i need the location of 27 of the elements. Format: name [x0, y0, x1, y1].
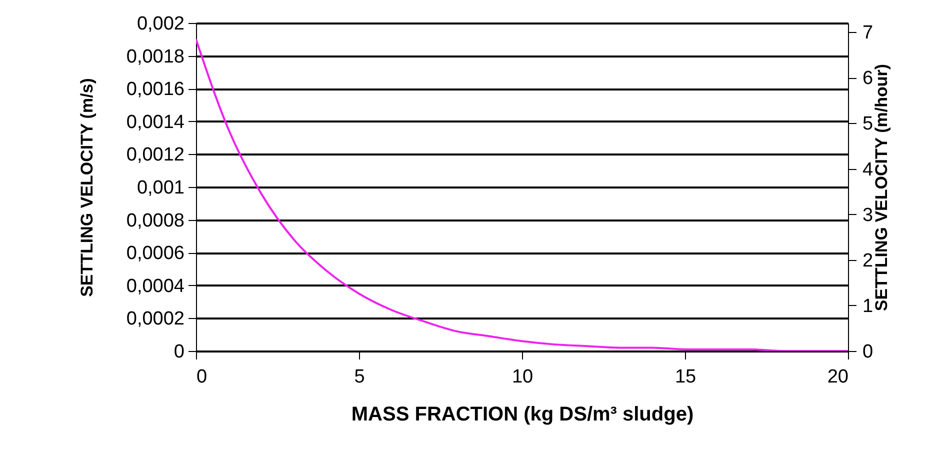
y-tick-label: 0,0016 — [126, 79, 184, 100]
y-tick-label: 0 — [174, 342, 184, 362]
y2-tick-label: 6 — [862, 68, 874, 90]
y2-tick-label: 7 — [862, 22, 874, 44]
y-tick-label: 0,0004 — [126, 276, 185, 297]
x-tick-label: 20 — [827, 366, 848, 388]
y-tick-label: 0,0018 — [126, 46, 184, 68]
y-tick-label: 0,0014 — [126, 112, 185, 133]
y-tick-label: 0,0008 — [126, 210, 184, 232]
y-tick-label: 0,001 — [136, 178, 184, 198]
y-tick-label: 0,0006 — [126, 243, 184, 264]
y2-tick-label: 4 — [862, 159, 874, 180]
y-tick-label: 0,0012 — [126, 144, 184, 166]
y2-tick-label: 5 — [862, 114, 874, 135]
x-tick-label: 5 — [354, 366, 365, 388]
y2-tick-label: 1 — [862, 296, 874, 317]
x-axis-title: MASS FRACTION (kg DS/m³ sludge) — [351, 404, 694, 426]
x-tick-label: 0 — [196, 366, 208, 388]
y2-tick-label: 2 — [862, 250, 874, 272]
y-tick-label: 0,002 — [136, 14, 184, 34]
y-tick-label: 0,0002 — [126, 308, 184, 330]
y2-tick-label: 3 — [862, 204, 874, 226]
y2-axis-title: SETTLING VELOCITY (m/hour) — [872, 64, 892, 312]
y-axis-title: SETTLING VELOCITY (m/s) — [77, 78, 96, 297]
y2-tick-label: 0 — [862, 342, 874, 362]
x-tick-label: 10 — [512, 366, 534, 388]
x-tick-label: 15 — [674, 366, 696, 388]
